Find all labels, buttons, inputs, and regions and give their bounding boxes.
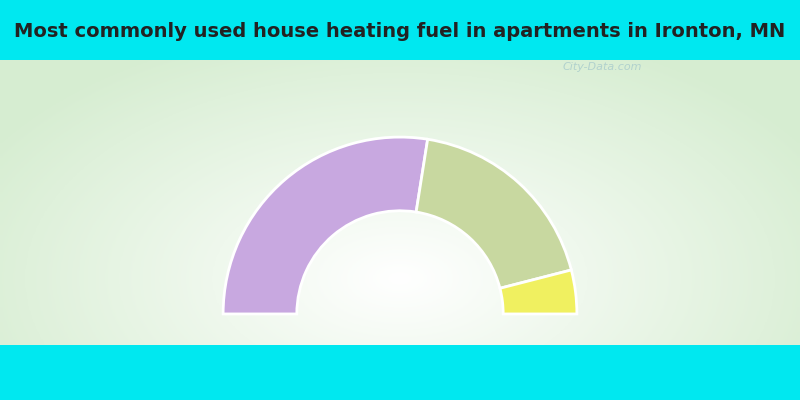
Wedge shape	[500, 270, 577, 314]
Text: Most commonly used house heating fuel in apartments in Ironton, MN: Most commonly used house heating fuel in…	[14, 22, 786, 41]
Text: City-Data.com: City-Data.com	[563, 62, 642, 72]
Wedge shape	[416, 139, 571, 288]
Wedge shape	[223, 137, 428, 314]
